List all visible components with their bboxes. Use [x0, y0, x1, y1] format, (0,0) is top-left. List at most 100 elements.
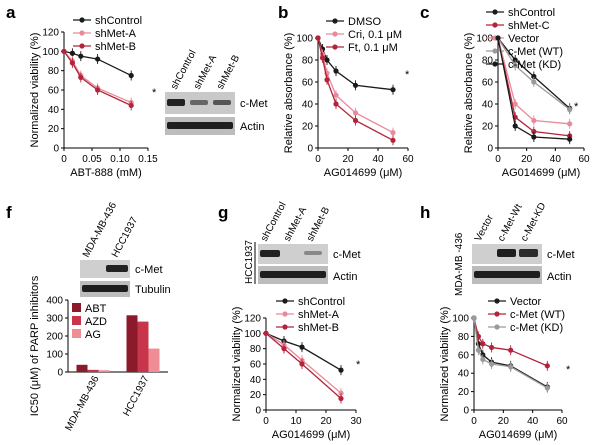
xtick-label-a-3: 0.15: [138, 154, 158, 165]
data-point-a-2-3: [95, 87, 101, 93]
ytick-label-b-4: 80: [302, 56, 314, 67]
xtick-label-c-1: 20: [521, 154, 533, 165]
xlabel-h: AG014699 (μM): [479, 429, 557, 441]
ytick-label-b-5: 100: [296, 34, 313, 45]
ytick-label-a-1: 20: [48, 124, 60, 135]
ytick-label-a-6: 120: [42, 28, 59, 39]
series-line-h-0: [473, 317, 548, 388]
blot-g-cmet-band-2: [304, 251, 322, 255]
blot-h-cell-line: MDA-MB -436: [454, 232, 465, 296]
xtick-label-b-0: 0: [315, 154, 321, 165]
ylabel-b: Relative absorbance (%): [283, 33, 295, 153]
bar-f-1-0: [126, 315, 138, 372]
ytick-label-b-1: 20: [302, 122, 314, 133]
blot-h-actin-band: [474, 271, 540, 278]
data-point-c-0-1: [512, 57, 518, 63]
blot-f-tubulin-band: [82, 285, 128, 292]
legend-label-c-4: c-Met (KD): [508, 59, 561, 71]
blot-a-band-label-0: c-Met: [240, 98, 268, 110]
ytick-label-f-1: 100: [46, 350, 63, 361]
data-point-a-2-1: [69, 60, 75, 66]
ytick-label-c-3: 60: [482, 78, 494, 89]
xtick-label-a-1: 0.05: [82, 154, 102, 165]
ylabel-c: Relative absorbance (%): [463, 33, 475, 153]
series-line-h-2: [473, 317, 548, 389]
data-point-h-1-4: [508, 347, 514, 353]
data-point-c-4-3: [567, 136, 573, 142]
data-point-a-0-2: [78, 53, 84, 59]
panel-letter-a: a: [6, 3, 16, 22]
data-point-c-4-0: [495, 35, 501, 41]
ytick-label-h-4: 80: [458, 332, 470, 343]
ytick-label-h-2: 40: [458, 369, 470, 380]
blot-f-band-label-1: Tubulin: [135, 284, 171, 296]
legend-label-b-1: Cri, 0.1 μM: [348, 29, 402, 41]
legend-marker-h-0: [494, 298, 500, 304]
legend-label-f-0: ABT: [85, 303, 107, 315]
data-point-c-1-2: [531, 128, 537, 135]
xtick-label-a-2: 0.10: [110, 154, 130, 165]
ytick-label-a-0: 0: [53, 144, 59, 155]
chart-a: 0 20 40 60 80 100 120 0 0.05 0.10 0.15 ABT-888 (mM)…: [29, 15, 158, 179]
blot-g-cell-line: HCC1937: [244, 240, 255, 284]
blot-f-cmet-band: [106, 265, 128, 272]
xtick-label-h-2: 40: [527, 416, 539, 427]
data-point-b-2-5: [390, 137, 396, 143]
data-point-b-2-3: [333, 101, 339, 107]
ytick-label-b-2: 40: [302, 100, 314, 111]
xlabel-a: ABT-888 (mM): [70, 167, 142, 179]
ytick-label-g-4: 80: [250, 344, 262, 355]
legend-label-b-0: DMSO: [348, 16, 381, 28]
ylabel-a: Normalized viability (%): [29, 33, 41, 148]
data-point-a-0-3: [95, 56, 101, 62]
xlabel-g: AG014699 (μM): [272, 429, 350, 441]
ylabel-f: IC50 (μM) of PARP inhibitors: [29, 275, 41, 416]
blot-g-actin-band: [260, 271, 326, 278]
blot-g-band-label-1: Actin: [333, 271, 357, 283]
ytick-label-c-2: 40: [482, 100, 494, 111]
ylabel-g: Normalized viability (%): [231, 307, 243, 422]
data-point-b-1-5: [390, 130, 396, 136]
data-point-b-1-4: [352, 110, 359, 116]
ytick-label-g-3: 60: [250, 360, 262, 371]
data-point-c-3-3: [567, 106, 573, 113]
legend-marker-c-0: [492, 9, 498, 15]
data-point-c-2-2: [531, 117, 537, 124]
data-point-a-2-4: [128, 102, 134, 109]
data-point-c-3-1: [512, 62, 518, 69]
ytick-label-h-1: 20: [458, 387, 470, 398]
legend-marker-c-1: [492, 22, 498, 28]
bar-f-1-1: [137, 321, 149, 372]
blot-f: MDA-MB-436 HCC1937 c-Met Tubulin: [80, 200, 171, 297]
chart-h: 0 20 40 60 80 100 0 20 40 60 AG014699 (μM) Normaliz…: [439, 296, 571, 441]
legend-swatch-f-0: [72, 303, 81, 312]
legend-label-a-2: shMet-B: [95, 41, 136, 53]
legend-marker-a-2: [79, 43, 85, 49]
legend-swatch-f-2: [72, 329, 81, 338]
data-point-b-2-1: [319, 55, 326, 61]
blot-h-band-label-1: Actin: [547, 271, 571, 283]
category-label-f-0: MDA-MB-436: [63, 374, 101, 433]
legend-marker-h-1: [494, 311, 500, 317]
charts-layer: 0 20 40 60 80 100 120 0 0.05 0.10 0.15 ABT-888 (mM)…: [29, 7, 590, 441]
blot-f-lane-1: HCC1937: [110, 215, 141, 259]
series-line-b-2: [317, 37, 394, 141]
legend-marker-c-4: [492, 61, 498, 67]
series-line-c-1: [497, 37, 570, 137]
ytick-label-a-4: 80: [48, 66, 60, 77]
blot-a-actin-band: [167, 122, 233, 129]
blot-g-band-label-0: c-Met: [333, 249, 361, 261]
ytick-label-b-3: 60: [302, 78, 314, 89]
data-point-c-0-2: [531, 73, 537, 80]
legend-marker-a-0: [79, 17, 85, 23]
xtick-label-h-0: 0: [471, 416, 477, 427]
data-point-h-2-5: [544, 385, 550, 391]
ytick-label-g-0: 0: [255, 406, 261, 417]
panel-letter-f: f: [6, 203, 12, 222]
blot-a-cmet-band-2: [213, 100, 231, 105]
data-point-g-2-3: [338, 395, 344, 402]
blot-h: Vector c-Met-Wt c-Met-KD MDA-MB -436 c-M…: [454, 201, 575, 296]
ytick-label-f-2: 200: [46, 332, 63, 343]
ytick-label-a-3: 60: [48, 86, 60, 97]
ytick-label-g-5: 100: [244, 329, 261, 340]
